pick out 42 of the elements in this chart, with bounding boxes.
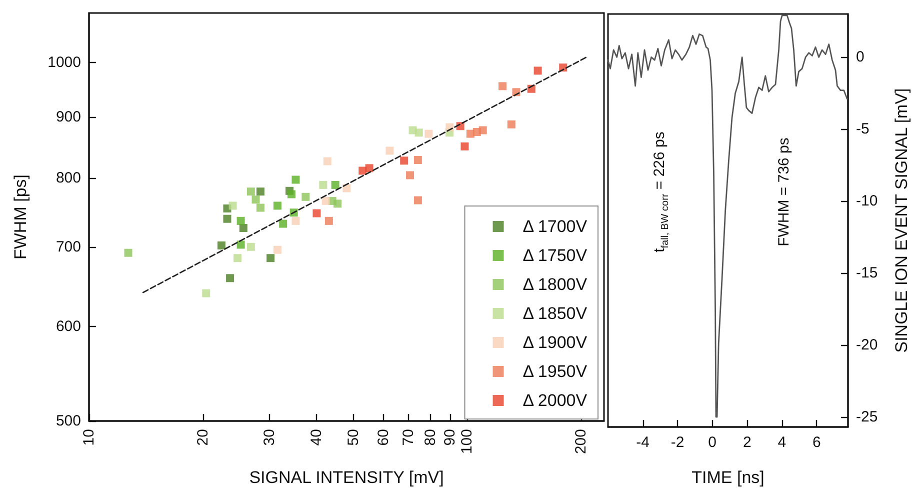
legend-label: Δ 1700V (522, 217, 588, 236)
annotation: FWHM = 736 ps (776, 137, 793, 246)
x-tick-label: 40 (308, 429, 326, 446)
legend-label: Δ 2000V (522, 391, 588, 410)
x-tick-label: 200 (572, 429, 590, 454)
x-tick-label: 4 (778, 434, 786, 451)
y-axis-title: FWHM [ps] (11, 174, 30, 260)
x-tick-label: 50 (344, 429, 362, 446)
x-tick-label: 100 (458, 429, 476, 454)
y-tick-label: -25 (856, 408, 878, 426)
y-tick-label: 800 (56, 169, 81, 186)
y-tick-label: -10 (856, 192, 878, 210)
y-tick-label: 600 (56, 318, 81, 336)
y-tick-label: -5 (856, 120, 870, 138)
y-tick-label: -20 (856, 336, 878, 354)
y-tick-label: 500 (56, 412, 81, 430)
legend-label: Δ 1850V (522, 304, 588, 323)
y-tick-label: -15 (856, 264, 878, 282)
x-tick-label: 2 (742, 434, 752, 451)
x-axis-title: TIME [ns] (692, 468, 764, 487)
y-axis-title: SINGLE ION EVENT SIGNAL [mV] (892, 88, 911, 353)
x-tick-label: 20 (194, 429, 212, 446)
x-tick-label: 0 (708, 434, 717, 451)
line-series (607, 14, 848, 418)
legend-label: Δ 1750V (522, 246, 588, 265)
x-tick-label: 6 (812, 434, 821, 451)
legend-label: Δ 1800V (522, 275, 588, 294)
x-tick-label: 30 (260, 429, 278, 446)
x-tick-label: 60 (374, 429, 392, 446)
legend-label: Δ 1950V (522, 362, 588, 381)
x-tick-label: 80 (422, 429, 440, 446)
y-tick-label: 0 (856, 48, 864, 66)
x-axis-title: SIGNAL INTENSITY [mV] (249, 468, 444, 487)
x-tick-label: -2 (670, 434, 684, 451)
y-tick-label: 1000 (48, 54, 81, 71)
x-tick-label: 90 (441, 429, 458, 446)
legend-label: Δ 1900V (522, 333, 588, 352)
x-tick-label: 10 (80, 429, 98, 446)
x-tick-label: -4 (636, 434, 650, 451)
x-tick-label: 70 (400, 429, 418, 446)
y-tick-label: 900 (56, 108, 81, 126)
y-tick-label: 700 (56, 238, 81, 256)
